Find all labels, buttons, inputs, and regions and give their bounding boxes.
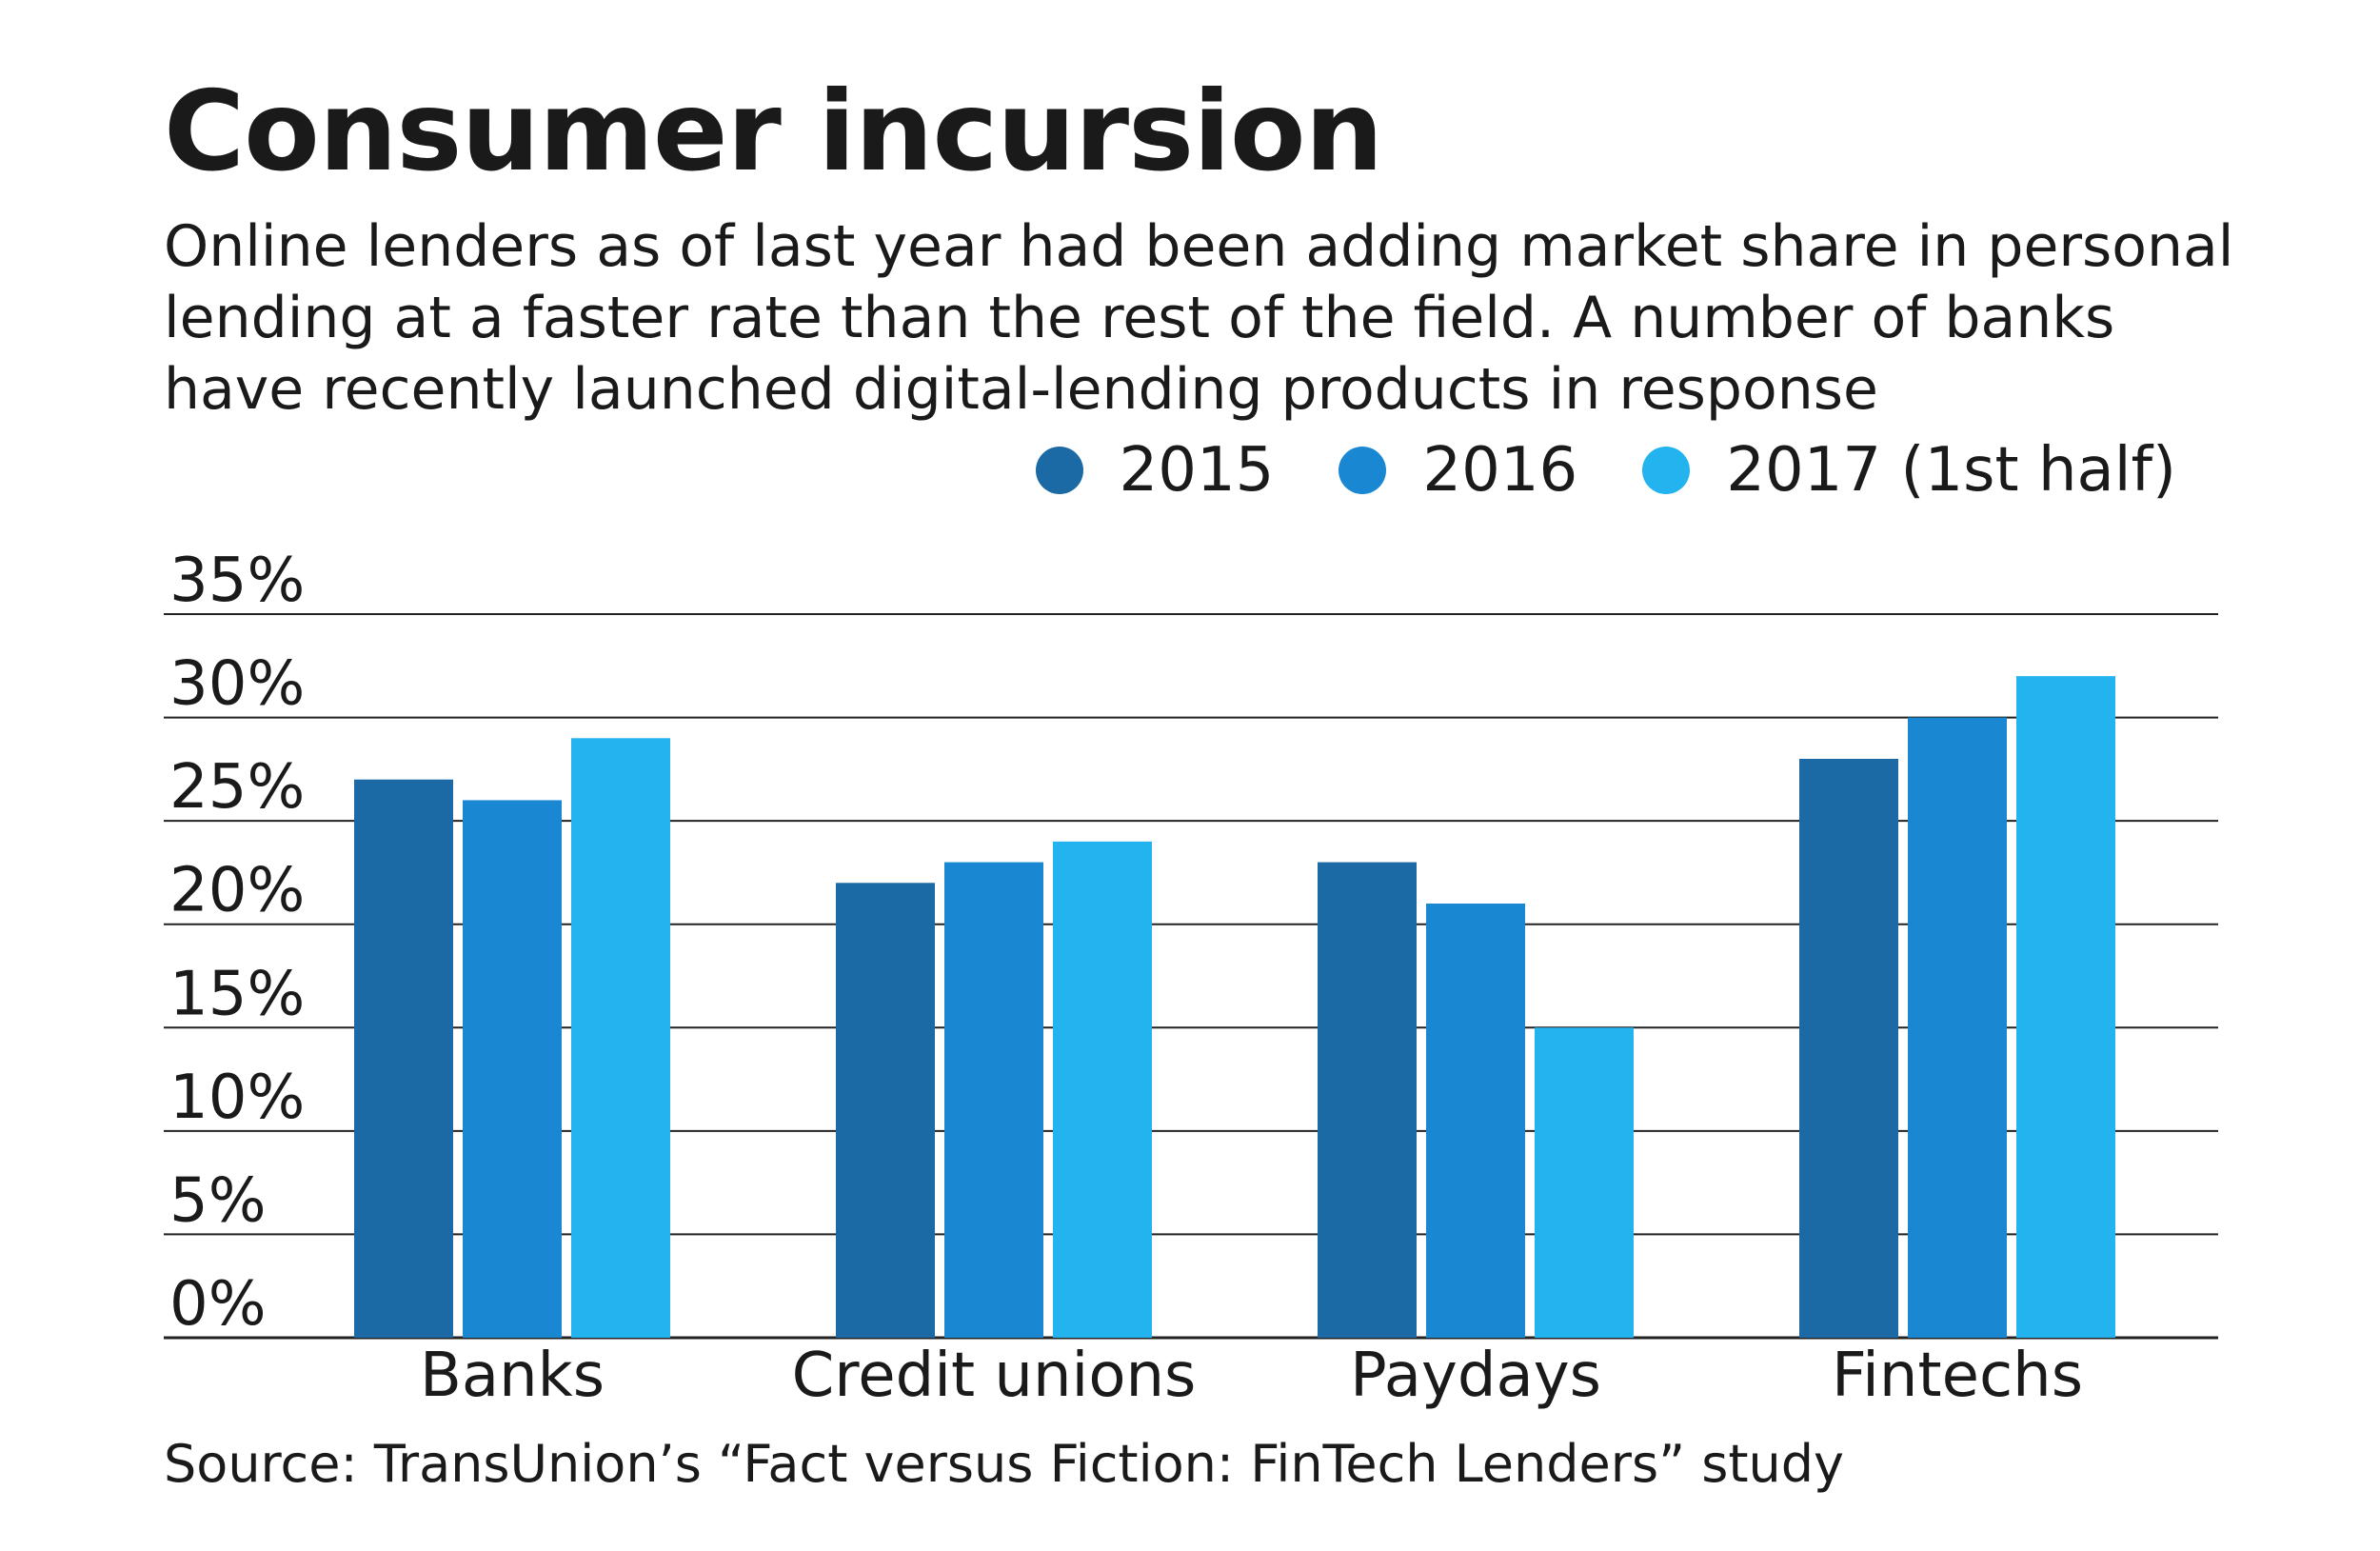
y-tick-label: 35% [169, 546, 305, 616]
bar-credit-unions-2016 [944, 862, 1043, 1338]
legend-label-2017: 2017 (1st half) [1726, 435, 2176, 506]
bar-banks-2016 [463, 800, 562, 1338]
bar-credit-unions-2015 [836, 883, 935, 1338]
bar-paydays-2015 [1318, 862, 1417, 1338]
legend: 2015 2016 2017 (1st half) [971, 435, 2176, 506]
chart-title: Consumer incursion [164, 68, 1383, 196]
x-tick-label: Banks [420, 1341, 605, 1411]
chart-subtitle: Online lenders as of last year had been … [164, 213, 2234, 423]
y-tick-label: 25% [169, 752, 305, 823]
y-tick-label: 0% [169, 1269, 267, 1340]
bar-fintechs-2017 [2016, 676, 2115, 1338]
y-tick-label: 20% [169, 856, 305, 926]
legend-item-2017: 2017 (1st half) [1642, 440, 2176, 501]
bar-paydays-2016 [1426, 904, 1525, 1338]
bar-fintechs-2016 [1908, 717, 2007, 1338]
y-tick-label: 30% [169, 649, 305, 720]
x-tick-label: Credit unions [792, 1341, 1197, 1411]
legend-swatch-2017 [1642, 447, 1691, 494]
y-axis-tick-labels: 0% 5% 10% 15% 20% 25% 30% 35% [169, 546, 305, 1340]
y-tick-label: 15% [169, 959, 305, 1029]
legend-swatch-2016 [1339, 447, 1387, 494]
y-tick-label: 5% [169, 1165, 267, 1236]
bar-credit-unions-2017 [1053, 841, 1152, 1338]
legend-item-2016: 2016 [1339, 440, 1577, 501]
legend-item-2015: 2015 [1035, 435, 1275, 506]
source-note: Source: TransUnion’s “Fact versus Fictio… [164, 1434, 1844, 1494]
legend-label-2015: 2015 [1119, 435, 1275, 506]
bar-banks-2017 [571, 738, 670, 1338]
legend-label-2016: 2016 [1422, 435, 1578, 506]
x-tick-label: Paydays [1350, 1341, 1601, 1411]
bar-paydays-2017 [1535, 1027, 1634, 1338]
bars [354, 676, 2115, 1338]
bar-fintechs-2015 [1799, 759, 1898, 1338]
y-tick-label: 10% [169, 1063, 305, 1133]
x-tick-label: Fintechs [1832, 1341, 2083, 1411]
legend-swatch-2015 [1035, 447, 1083, 494]
bar-banks-2015 [354, 779, 453, 1338]
x-axis-tick-labels: Banks Credit unions Paydays Fintechs [420, 1341, 2083, 1411]
